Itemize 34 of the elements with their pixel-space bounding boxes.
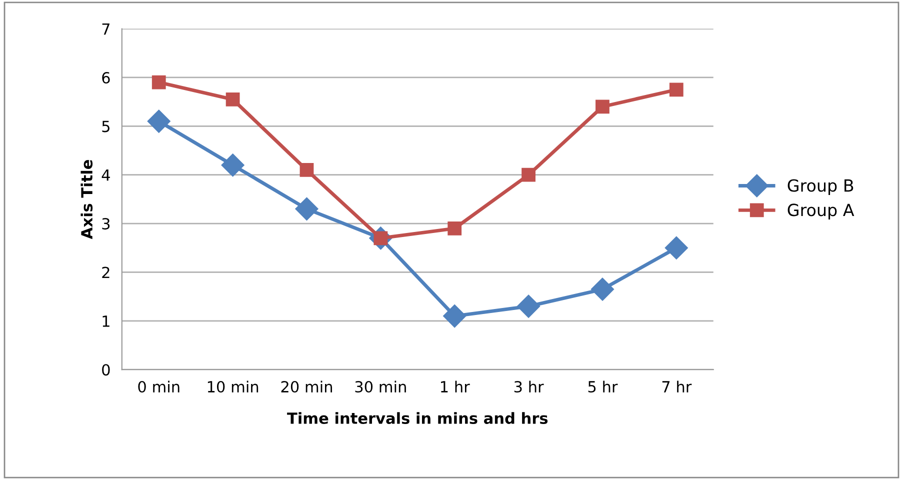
legend-label: Group A bbox=[788, 204, 854, 220]
y-tick-label: 1 bbox=[102, 316, 110, 327]
x-tick-label: 5 hr bbox=[588, 380, 618, 393]
point bbox=[596, 100, 610, 114]
point bbox=[295, 197, 318, 220]
x-tick-label: 0 min bbox=[138, 380, 180, 393]
y-tick-label: 6 bbox=[102, 72, 110, 84]
x-tick-label: 1 hr bbox=[441, 380, 470, 392]
y-tick-label: 2 bbox=[102, 266, 110, 278]
y-tick-label: 5 bbox=[102, 120, 110, 132]
y-tick-label: 0 bbox=[102, 364, 110, 376]
point bbox=[664, 236, 688, 260]
y-tick-label: 4 bbox=[102, 170, 110, 181]
legend-label: Group B bbox=[788, 179, 854, 196]
x-tick-label: 10 min bbox=[208, 380, 258, 393]
x-tick-label: 3 hr bbox=[514, 380, 544, 393]
point bbox=[152, 75, 166, 90]
point bbox=[300, 163, 314, 177]
y-tick-label: 3 bbox=[102, 218, 110, 230]
point bbox=[522, 168, 536, 182]
x-tick-label: 20 min bbox=[281, 380, 332, 393]
point bbox=[669, 82, 684, 97]
x-tick-label: 7 hr bbox=[662, 380, 692, 392]
point bbox=[443, 304, 466, 328]
point bbox=[517, 294, 540, 318]
point bbox=[221, 154, 244, 177]
point bbox=[147, 110, 170, 133]
x-axis-title: Time intervals in mins and hrs bbox=[287, 412, 548, 424]
point bbox=[226, 92, 240, 106]
y-tick-label: 7 bbox=[102, 23, 110, 35]
point bbox=[590, 278, 614, 301]
x-tick-label: 30 min bbox=[355, 380, 406, 393]
point bbox=[448, 221, 462, 236]
y-axis-title: Axis Title bbox=[80, 160, 93, 240]
